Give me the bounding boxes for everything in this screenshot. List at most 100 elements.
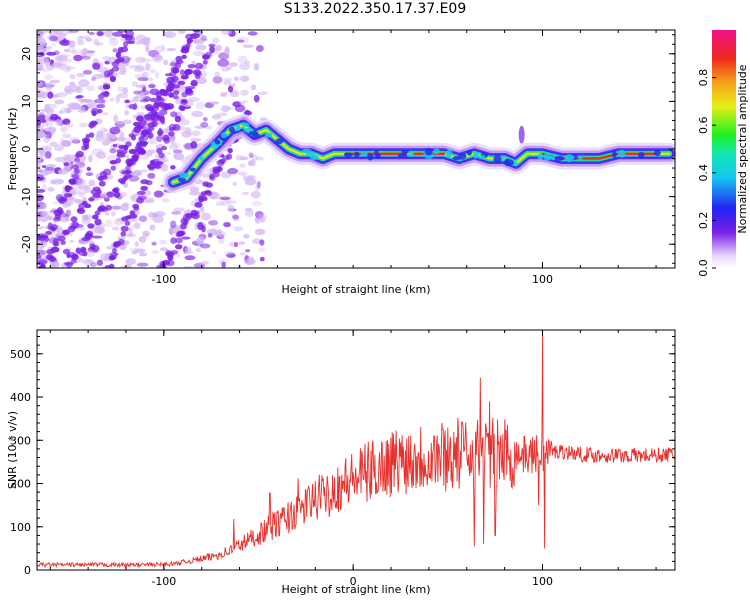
noise-blob <box>37 64 42 69</box>
streak-blob <box>136 125 144 130</box>
noise-blob <box>66 30 73 34</box>
streak-blob <box>120 231 127 237</box>
noise-blob <box>86 166 92 171</box>
snr-series <box>37 330 675 569</box>
noise-blob <box>50 113 59 121</box>
streak-blob <box>149 159 156 166</box>
noise-blob <box>111 205 122 210</box>
noise-blob <box>81 47 89 55</box>
noise-blob <box>102 112 109 116</box>
noise-blob <box>45 84 52 88</box>
flare-blob <box>518 125 525 144</box>
streak-blob <box>106 191 115 198</box>
noise-blob <box>233 241 238 248</box>
streak-blob <box>68 178 77 185</box>
streak-blob <box>157 98 165 103</box>
noise-blob <box>63 162 70 167</box>
x-tick-label: 100 <box>532 575 553 588</box>
noise-blob <box>76 190 82 196</box>
noise-blob <box>239 62 251 71</box>
noise-blob <box>103 255 110 260</box>
noise-blob <box>82 197 87 202</box>
track-blob <box>199 156 205 161</box>
track-blob <box>433 148 440 155</box>
track-blob <box>210 144 219 149</box>
noise-blob <box>60 140 72 147</box>
streak-blob <box>60 240 66 245</box>
noise-blob <box>233 215 240 222</box>
streak-blob <box>102 83 111 88</box>
noise-blob <box>108 38 119 46</box>
noise-blob <box>143 37 151 41</box>
noise-blob <box>195 247 202 253</box>
noise-blob <box>239 252 246 256</box>
streak-blob <box>115 51 122 59</box>
noise-blob <box>148 212 156 218</box>
noise-blob <box>250 190 261 199</box>
streak-blob <box>148 166 155 171</box>
noise-blob <box>133 90 141 95</box>
y-tick-label: 400 <box>10 391 31 404</box>
streak-blob <box>132 121 141 127</box>
noise-blob <box>63 48 70 53</box>
streak-blob <box>191 33 201 39</box>
track-blob <box>306 151 315 158</box>
noise-blob <box>82 69 93 75</box>
streak-blob <box>38 259 48 265</box>
noise-blob <box>67 46 76 53</box>
streak-blob <box>71 221 80 228</box>
noise-blob <box>247 31 258 36</box>
noise-blob <box>37 164 43 168</box>
noise-blob <box>134 221 141 230</box>
noise-blob <box>64 88 74 95</box>
noise-blob <box>52 35 62 42</box>
streak-blob <box>199 17 205 23</box>
y-tick-label: -20 <box>20 235 33 253</box>
noise-blob <box>71 105 79 110</box>
noise-blob <box>146 149 153 157</box>
noise-blob <box>88 103 101 110</box>
streak-blob <box>103 168 112 176</box>
streak-blob <box>105 204 112 211</box>
noise-blob <box>135 84 146 88</box>
y-tick-label: 100 <box>10 521 31 534</box>
noise-blob <box>118 192 128 198</box>
noise-blob <box>259 256 265 262</box>
streak-blob <box>45 230 52 235</box>
noise-blob <box>136 262 149 267</box>
noise-blob <box>45 82 56 88</box>
track-blob <box>618 149 626 158</box>
noise-blob <box>44 127 54 132</box>
noise-blob <box>203 125 213 130</box>
noise-blob <box>200 121 209 128</box>
streak-blob <box>111 247 117 254</box>
streak-blob <box>124 220 131 226</box>
noise-blob <box>128 103 137 110</box>
noise-blob <box>239 101 245 106</box>
streak-blob <box>87 223 95 229</box>
track-blob <box>564 154 575 162</box>
noise-blob <box>106 154 119 162</box>
streak-blob <box>209 46 215 54</box>
noise-blob <box>161 44 166 52</box>
streak-blob <box>112 242 119 248</box>
streak-blob <box>168 92 175 98</box>
noise-blob <box>112 143 118 148</box>
noise-blob <box>62 64 71 73</box>
streak-blob <box>137 195 147 200</box>
noise-blob <box>161 198 170 203</box>
noise-blob <box>122 119 132 124</box>
noise-blob <box>219 196 232 201</box>
noise-blob <box>148 137 158 145</box>
noise-blob <box>112 48 118 53</box>
streak-blob <box>74 157 81 163</box>
noise-blob <box>120 265 128 268</box>
noise-blob <box>184 255 196 261</box>
streak-blob <box>202 196 208 201</box>
noise-blob <box>86 249 95 258</box>
noise-blob <box>37 226 45 230</box>
streak-blob <box>162 134 170 142</box>
noise-blob <box>57 169 69 175</box>
noise-blob <box>80 98 92 103</box>
noise-blob <box>189 186 200 193</box>
